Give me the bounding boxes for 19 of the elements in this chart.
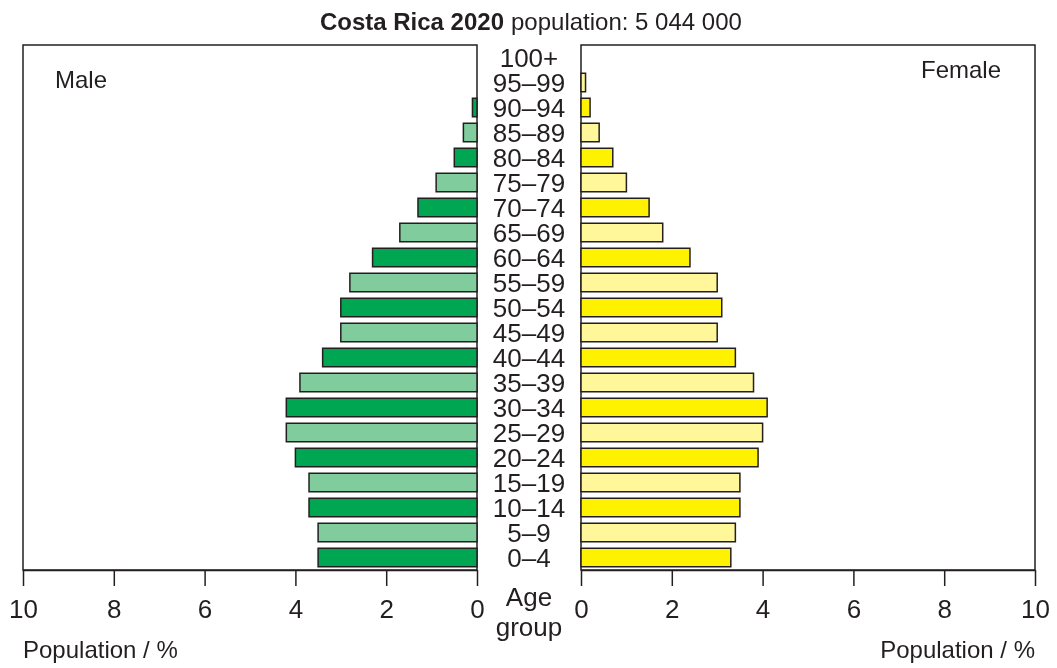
x-tick-label: 0 (574, 594, 589, 624)
x-tick-label: 8 (937, 594, 952, 624)
x-tick-label: 10 (1021, 594, 1050, 624)
x-tick-label: 6 (197, 594, 213, 624)
x-tick-label: 0 (470, 594, 485, 624)
text: Male (55, 66, 108, 93)
x-tick-label: 8 (107, 594, 122, 624)
y-axis-title: Age group (495, 582, 563, 642)
x-tick-label: 6 (846, 594, 862, 624)
chart-title: Costa Rica 2020 (319, 8, 504, 35)
x-tick-label: 4 (755, 594, 771, 624)
x-axis-title: Population / % (23, 636, 178, 663)
x-tick-label: 10 (9, 594, 38, 624)
x-tick-label: 2 (665, 594, 680, 624)
x-tick-label: 2 (379, 594, 394, 624)
text: Female (920, 56, 1001, 83)
x-tick-label: 4 (288, 594, 304, 624)
x-axis-title: Population / % (880, 636, 1035, 663)
chart-subtitle: population: 5 044 000 (511, 8, 742, 35)
